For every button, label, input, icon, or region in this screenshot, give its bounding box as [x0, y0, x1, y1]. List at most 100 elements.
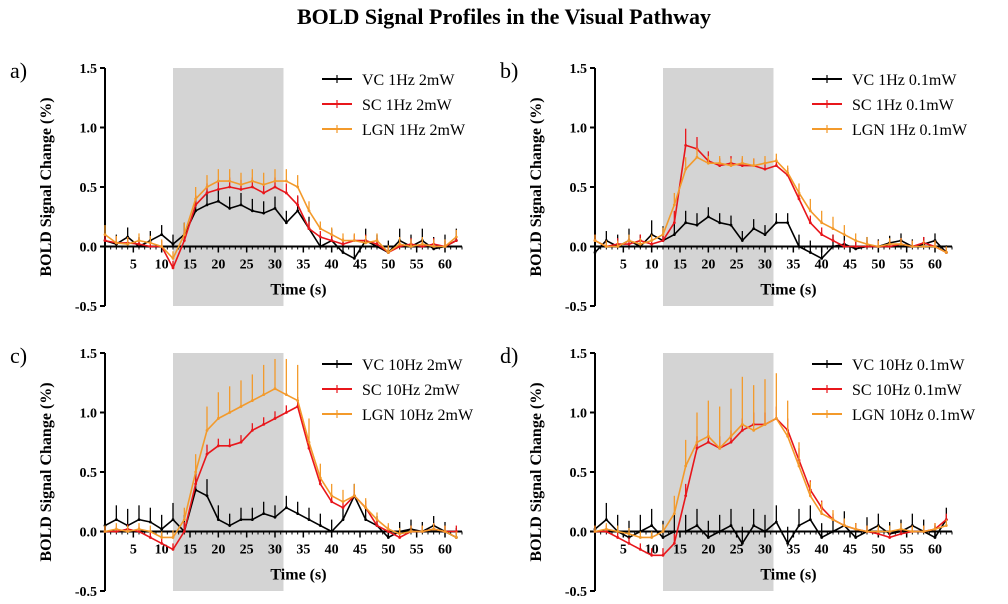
series-line	[594, 144, 947, 254]
data-point	[239, 440, 243, 444]
data-point	[695, 155, 699, 159]
data-point	[341, 500, 345, 504]
data-point	[944, 524, 948, 527]
x-tick-label: 30	[758, 543, 772, 558]
data-point	[650, 242, 654, 246]
series-line	[104, 200, 457, 260]
data-point	[865, 245, 869, 248]
data-point	[638, 547, 642, 551]
data-point	[661, 553, 665, 557]
data-point	[706, 161, 710, 165]
legend-label: SC 1Hz 2mW	[362, 97, 453, 114]
x-tick-label: 55	[900, 543, 914, 558]
data-point	[103, 239, 107, 242]
data-point	[273, 207, 277, 210]
data-point	[672, 530, 676, 533]
data-point	[865, 530, 869, 533]
data-point	[250, 518, 254, 521]
data-point	[182, 233, 186, 237]
data-point	[228, 179, 232, 183]
y-tick-label: 0.5	[570, 466, 588, 481]
data-point	[740, 542, 744, 545]
data-point	[171, 242, 175, 246]
x-tick-label: 20	[701, 258, 715, 273]
legend-label: LGN 1Hz 0.1mW	[852, 122, 968, 139]
data-point	[137, 530, 141, 533]
data-point	[194, 482, 198, 486]
data-point	[684, 464, 688, 468]
x-tick-label: 50	[381, 258, 395, 273]
data-point	[616, 245, 620, 248]
data-point	[684, 221, 688, 225]
data-point	[729, 524, 733, 527]
data-point	[262, 423, 266, 426]
data-point	[876, 532, 880, 536]
x-tick-label: 60	[438, 543, 452, 558]
panel-4: d)-0.50.00.51.01.55 10 15 20 25 30 35 40 45 50 55 6…	[500, 343, 976, 600]
x-tick-label: 30	[758, 258, 772, 273]
x-tick-label: 5	[130, 258, 137, 273]
y-tick-label: 0.0	[570, 526, 588, 541]
data-point	[273, 417, 277, 420]
panel-label: d)	[500, 343, 518, 368]
data-point	[307, 227, 311, 231]
y-tick-label: 0.5	[570, 181, 588, 196]
data-point	[763, 530, 767, 533]
data-point	[432, 527, 436, 531]
data-point	[808, 251, 812, 254]
series-line	[594, 156, 947, 254]
data-point	[228, 411, 232, 414]
data-point	[865, 242, 869, 246]
data-point	[205, 428, 209, 432]
data-point	[933, 245, 937, 248]
data-point	[216, 187, 220, 191]
data-point	[284, 393, 288, 397]
data-point	[684, 167, 688, 171]
panel-1: a) -0.5 0.0 0.5 1.0 1.5 5 10 15 20 25 30 35 40 45 50 55 6…	[10, 58, 466, 315]
data-point	[831, 245, 835, 248]
data-point	[318, 245, 322, 248]
x-tick-label: 60	[928, 543, 942, 558]
data-point	[808, 209, 812, 213]
data-point	[205, 185, 209, 189]
data-point	[352, 239, 356, 242]
data-point	[774, 164, 778, 167]
data-point	[194, 197, 198, 201]
data-point	[638, 536, 642, 539]
data-point	[672, 512, 676, 516]
data-point	[593, 530, 597, 533]
data-point	[160, 233, 164, 237]
x-tick-label: 15	[183, 258, 197, 273]
data-point	[797, 464, 801, 468]
data-point	[718, 446, 722, 450]
y-tick-label: 0.0	[80, 241, 98, 256]
data-point	[842, 233, 846, 237]
x-tick-label: 15	[183, 543, 197, 558]
x-tick-label: 30	[268, 258, 282, 273]
legend-label: LGN 10Hz 2mW	[362, 407, 474, 424]
data-point	[160, 527, 164, 531]
x-tick-label: 5	[130, 543, 137, 558]
data-point	[763, 161, 767, 165]
data-point	[432, 245, 436, 248]
data-point	[409, 245, 413, 248]
panel-label: a)	[10, 58, 27, 83]
data-point	[763, 167, 767, 171]
data-point	[194, 203, 198, 207]
legend-label: VC 10Hz 2mW	[362, 357, 463, 374]
data-point	[296, 209, 300, 213]
data-point	[160, 245, 164, 248]
data-point	[854, 536, 858, 539]
series-line	[594, 518, 947, 545]
data-point	[854, 247, 858, 251]
panel-label: c)	[10, 343, 27, 368]
data-point	[454, 239, 458, 242]
data-point	[729, 164, 733, 167]
panel-3: c) -0.5 0.0 0.5 1.0 1.5 5 10 15 20 25 30 35 40 45 50 55 6…	[10, 343, 474, 600]
x-tick-label: 15	[673, 543, 687, 558]
data-point	[375, 518, 379, 521]
data-point	[650, 524, 654, 527]
y-tick-label: 1.0	[570, 407, 588, 422]
data-point	[284, 191, 288, 195]
data-point	[933, 536, 937, 539]
